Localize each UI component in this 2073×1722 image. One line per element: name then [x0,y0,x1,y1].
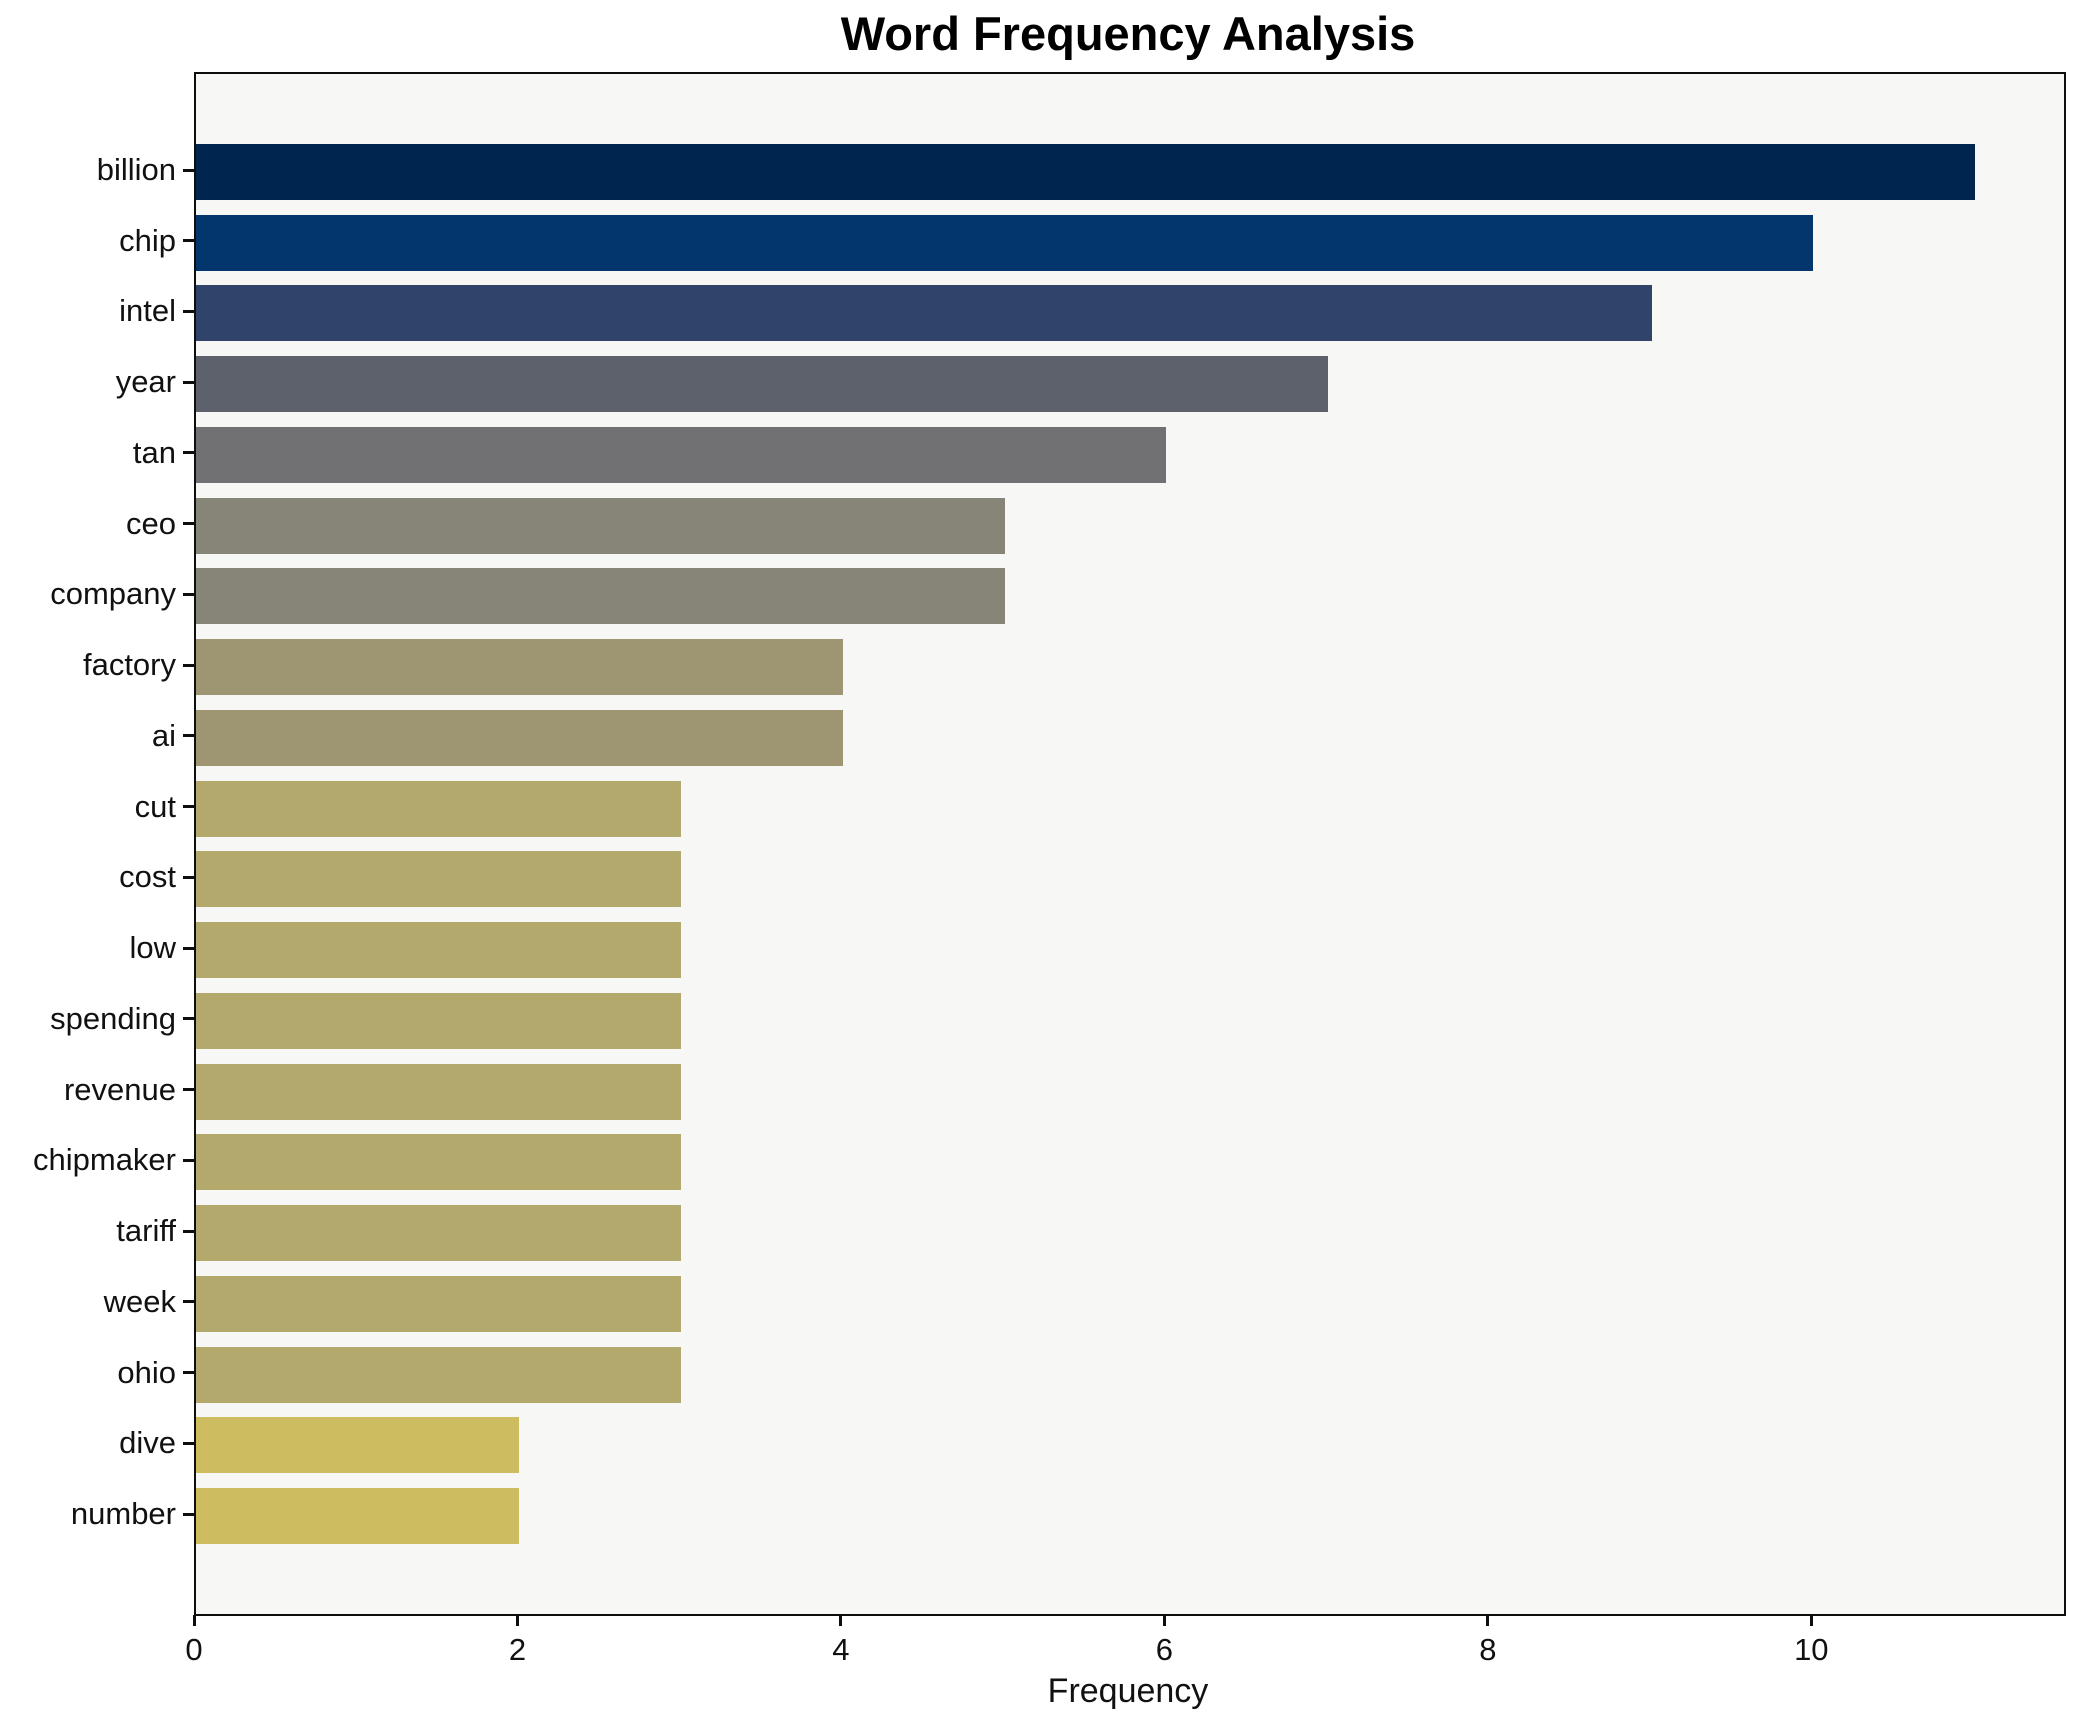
bar-ceo [196,497,1005,554]
x-tick-label-8: 8 [1479,1632,1497,1667]
y-tick-mark [183,380,194,384]
y-tick-mark [183,522,194,526]
y-tick-label-cost: cost [119,859,176,895]
x-tick-label-10: 10 [1794,1632,1829,1667]
bar-cut [196,780,682,837]
y-tick-label-spending: spending [50,1000,176,1036]
y-tick-label-cut: cut [134,788,176,824]
bar-dive [196,1417,520,1474]
y-tick-mark [183,168,194,172]
bar-tariff [196,1205,682,1262]
x-tick-mark [839,1615,843,1626]
y-tick-mark [183,875,194,879]
y-tick-mark [183,663,194,667]
bar-chip [196,214,1814,271]
bar-ohio [196,1346,682,1403]
y-tick-label-tariff: tariff [116,1213,176,1249]
y-tick-label-chip: chip [119,222,176,258]
y-tick-label-ceo: ceo [126,505,176,541]
y-tick-label-week: week [103,1283,176,1319]
y-tick-mark [183,805,194,809]
y-tick-label-billion: billion [96,152,176,187]
bar-cost [196,851,682,908]
x-tick-mark [192,1615,196,1626]
y-tick-mark [183,1441,194,1445]
y-tick-mark [183,451,194,455]
x-tick-label-4: 4 [832,1632,850,1667]
x-axis-label: Frequency [1047,1672,1209,1710]
chart-title: Word Frequency Analysis [840,7,1416,60]
bar-number [196,1488,520,1544]
y-tick-label-dive: dive [119,1425,176,1461]
y-tick-mark [183,1300,194,1304]
bar-ai [196,709,843,766]
y-tick-mark [183,1088,194,1092]
x-tick-mark [1162,1615,1166,1626]
y-tick-label-year: year [115,364,176,400]
y-tick-label-tan: tan [132,434,176,470]
x-tick-mark [1486,1615,1490,1626]
x-tick-label-0: 0 [185,1632,203,1667]
bar-tan [196,426,1167,483]
y-tick-label-company: company [50,576,176,612]
y-tick-mark [183,1229,194,1233]
y-tick-mark [183,309,194,313]
bar-year [196,356,1329,413]
bar-low [196,922,682,979]
y-tick-label-intel: intel [119,293,176,329]
x-tick-label-2: 2 [508,1632,527,1667]
y-tick-mark [183,592,194,596]
y-tick-label-number: number [70,1496,176,1531]
bar-week [196,1275,682,1332]
y-tick-label-chipmaker: chipmaker [33,1142,176,1178]
y-tick-mark [183,946,194,950]
y-tick-mark [183,239,194,243]
y-tick-label-revenue: revenue [63,1071,176,1107]
bar-intel [196,285,1652,342]
bar-company [196,568,1005,625]
x-tick-label-6: 6 [1155,1632,1173,1667]
bar-chipmaker [196,1134,682,1191]
y-tick-label-ohio: ohio [117,1354,176,1390]
y-tick-mark [183,1158,194,1162]
y-tick-label-ai: ai [151,717,176,753]
plot-area [194,72,2066,1616]
x-tick-mark [1809,1615,1813,1626]
x-tick-mark [515,1615,519,1626]
y-tick-mark [183,1512,194,1516]
bar-billion [196,144,1976,200]
y-tick-label-low: low [129,930,176,966]
y-tick-mark [183,1371,194,1375]
y-tick-label-factory: factory [82,647,176,683]
bar-factory [196,639,843,696]
bar-spending [196,992,682,1049]
y-tick-mark [183,734,194,738]
y-tick-mark [183,1017,194,1021]
bar-revenue [196,1063,682,1120]
